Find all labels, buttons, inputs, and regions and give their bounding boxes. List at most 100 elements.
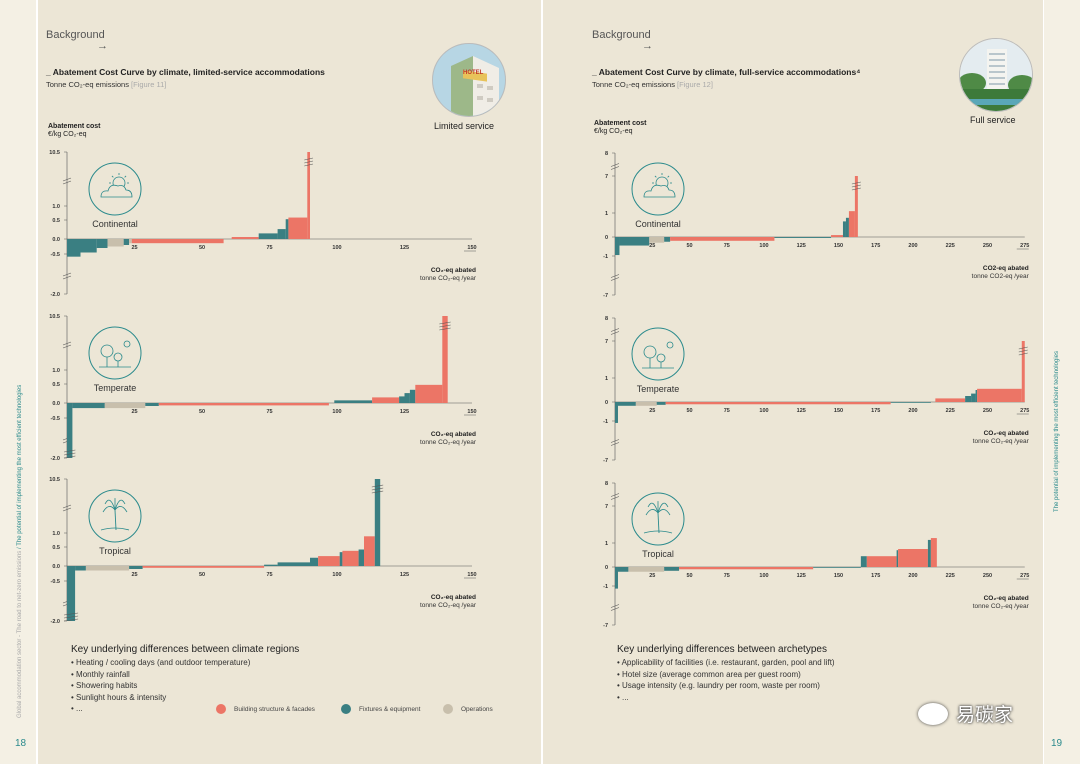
ground-line	[643, 530, 673, 534]
bar-building	[679, 567, 814, 570]
x-axis-unit: tonne CO2-eq /year	[972, 273, 1030, 280]
wechat-icon	[918, 702, 948, 725]
list-item: Applicability of facilities (i.e. restau…	[617, 657, 835, 669]
bar-break-mark	[851, 181, 861, 185]
sun-ray	[667, 175, 670, 178]
bar-building	[866, 556, 897, 567]
x-tick-label: 75	[724, 243, 730, 249]
section-label-right: Background	[592, 29, 651, 41]
axis-break-mark	[610, 493, 620, 497]
legend-swatch	[216, 704, 226, 714]
x-tick-label: 100	[759, 573, 768, 579]
y-tick-label: 8	[605, 481, 608, 487]
photo-caption-right: Full service	[970, 115, 1016, 125]
bar-operations	[104, 403, 146, 409]
bar-break-mark	[63, 452, 76, 456]
y-tick-label: 1.0	[52, 531, 60, 537]
x-tick-label: 125	[797, 243, 806, 249]
page-number-right: 19	[1051, 738, 1063, 749]
y-tick-label: 0.0	[52, 401, 60, 407]
palm-frond	[657, 502, 669, 514]
bar-building	[854, 176, 858, 237]
x-tick-label: 250	[983, 573, 992, 579]
y-tick-label: 8	[605, 151, 608, 157]
palm-frond	[104, 499, 116, 511]
right-margin-strip	[1044, 0, 1080, 764]
ground-line	[100, 527, 130, 531]
bar-break-mark	[63, 455, 76, 459]
bar-operations	[635, 402, 657, 406]
axis-break-mark	[610, 607, 620, 611]
palm-frond	[114, 506, 128, 513]
x-tick-label: 275	[1020, 243, 1029, 249]
sun-ray	[124, 175, 127, 178]
y-tick-label: 0.5	[52, 382, 60, 388]
bar-building	[288, 217, 308, 239]
axis-break-mark	[610, 274, 620, 278]
axis-break-mark	[62, 272, 72, 277]
bar-break-mark	[63, 612, 79, 616]
list-item: Heating / cooling days (and outdoor temp…	[71, 657, 250, 669]
bar-building	[131, 239, 224, 244]
bar-fixtures	[277, 229, 286, 239]
cloud-shape	[100, 184, 133, 198]
sun-cloud-icon-ring	[88, 162, 142, 216]
bar-fixtures	[845, 217, 849, 237]
bar-break-mark	[1018, 349, 1028, 353]
palm-frond	[647, 502, 659, 514]
list-item: Usage intensity (e.g. laundry per room, …	[617, 680, 835, 692]
bar-fixtures	[374, 479, 381, 566]
x-tick-label: 200	[908, 573, 917, 579]
y-tick-label: 0.5	[52, 545, 60, 551]
y-tick-label: -0.5	[51, 579, 60, 585]
y-axis-label-left: Abatement cost €/kg CO₂-eq	[48, 123, 101, 138]
palm-trunk	[114, 509, 117, 531]
bar-fixtures	[67, 403, 73, 458]
y-tick-label: 0.0	[52, 237, 60, 243]
bar-break-mark	[439, 324, 451, 328]
climate-label: Continental	[92, 219, 138, 229]
y-tick-label: -1	[603, 584, 608, 590]
palm-frond	[114, 499, 126, 511]
bar-fixtures	[896, 550, 899, 567]
bar-building	[1021, 341, 1025, 402]
x-tick-label: 175	[871, 243, 880, 249]
bar-building	[142, 566, 265, 568]
bar-fixtures	[617, 567, 629, 572]
bar-break-mark	[371, 490, 384, 494]
bar-fixtures	[339, 552, 343, 566]
palm-frond	[102, 506, 116, 513]
x-tick-label: 25	[131, 572, 137, 578]
x-tick-label: 200	[908, 408, 917, 414]
bar-fixtures	[145, 403, 159, 406]
bar-fixtures	[80, 239, 97, 253]
bar-building	[318, 556, 340, 566]
x-axis-unit: tonne CO₂-eq /year	[420, 602, 477, 609]
x-axis-unit: tonne CO₂-eq /year	[973, 438, 1030, 445]
x-tick-label: 50	[686, 408, 692, 414]
axis-break-mark	[610, 439, 620, 443]
x-tick-label: 25	[649, 243, 655, 249]
x-axis-label: CO2-eq abated	[983, 265, 1029, 272]
bar-building	[665, 402, 891, 405]
y-tick-label: 0	[605, 565, 608, 571]
climate-label: Continental	[635, 219, 681, 229]
axis-break-mark	[62, 507, 72, 512]
x-tick-label: 25	[649, 573, 655, 579]
bar-building	[977, 388, 1022, 402]
sun-cloud-icon	[88, 162, 142, 216]
tree-crown	[656, 353, 666, 363]
bar-break-mark	[439, 321, 451, 325]
climate-label: Temperate	[637, 384, 680, 394]
palm-tree-icon-ring	[631, 492, 685, 546]
bar-fixtures	[664, 567, 680, 571]
y-tick-label: -7	[603, 623, 608, 629]
photo-caption-left: Limited service	[434, 121, 495, 131]
bar-break-mark	[371, 484, 384, 488]
y-tick-label: 10.5	[49, 477, 60, 483]
x-tick-label: 150	[834, 243, 843, 249]
section-label-left: Background	[46, 29, 105, 41]
palm-frond	[657, 509, 671, 516]
watermark: 易碳家	[918, 700, 1013, 727]
